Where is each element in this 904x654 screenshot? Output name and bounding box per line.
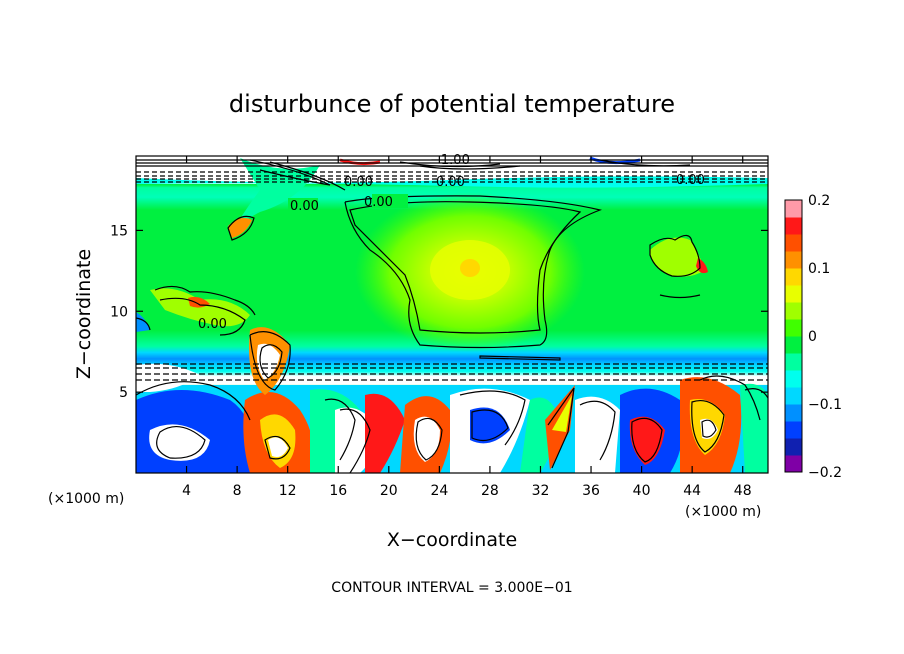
colorbar-swatch xyxy=(785,336,802,354)
colorbar-tick-label: 0.2 xyxy=(808,193,830,209)
colorbar-swatch xyxy=(785,438,802,456)
contour-label-group: 0.00 0.00 0.00 0.00 0.00 0.00 −1.00 xyxy=(198,153,705,332)
colorbar-swatch xyxy=(785,319,802,337)
colorbar-swatch xyxy=(785,200,802,218)
x-unit-left: (×1000 m) xyxy=(48,491,124,507)
colorbar-swatch xyxy=(785,251,802,269)
y-axis: 5 10 15 xyxy=(110,223,768,401)
plot-frame xyxy=(135,155,769,474)
contour-interval-note: CONTOUR INTERVAL = 3.000E−01 xyxy=(331,580,572,596)
colorbar-swatch xyxy=(785,353,802,371)
x-unit-right: (×1000 m) xyxy=(685,504,761,520)
x-tick-label: 8 xyxy=(233,483,242,499)
colorbar-swatch xyxy=(785,421,802,439)
y-tick-label: 5 xyxy=(119,385,128,401)
colorbar-tick-label: −0.2 xyxy=(808,465,842,481)
colorbar xyxy=(784,199,803,473)
y-axis-label: Z−coordinate xyxy=(73,249,95,379)
contour-label: 0.00 xyxy=(436,175,465,190)
x-tick-label: 12 xyxy=(279,483,297,499)
x-tick-label: 48 xyxy=(734,483,752,499)
colorbar-swatch xyxy=(785,370,802,388)
colorbar-tick-label: −0.1 xyxy=(808,397,842,413)
y-tick-label: 15 xyxy=(110,223,128,239)
contour-label: 0.00 xyxy=(198,317,227,332)
y-tick-label: 10 xyxy=(110,304,128,320)
colorbar-swatch xyxy=(785,268,802,286)
x-tick-label: 44 xyxy=(683,483,701,499)
contour-label: 0.00 xyxy=(344,175,373,190)
contour-label: 0.00 xyxy=(290,199,319,214)
colorbar-swatch xyxy=(785,455,802,473)
x-tick-label: 32 xyxy=(532,483,550,499)
contour-label: 0.00 xyxy=(676,173,705,188)
colorbar-tick-label: 0.1 xyxy=(808,261,830,277)
colorbar-swatch xyxy=(785,285,802,303)
colorbar-swatch xyxy=(785,302,802,320)
colorbar-ticks: 0.2 0.1 0 −0.1 −0.2 xyxy=(808,193,842,481)
x-tick-label: 20 xyxy=(380,483,398,499)
x-tick-label: 28 xyxy=(481,483,499,499)
x-tick-label: 4 xyxy=(182,483,191,499)
x-tick-label: 24 xyxy=(430,483,448,499)
colorbar-swatch xyxy=(785,217,802,235)
colorbar-frame xyxy=(784,199,803,473)
heatmap-field xyxy=(136,156,768,473)
x-tick-label: 16 xyxy=(329,483,347,499)
x-tick-label: 40 xyxy=(633,483,651,499)
colorbar-swatch xyxy=(785,234,802,252)
colorbar-swatch xyxy=(785,404,802,422)
x-axis-label: X−coordinate xyxy=(387,529,517,551)
colorbar-tick-label: 0 xyxy=(808,329,817,345)
contour-label: −1.00 xyxy=(430,153,470,168)
contour-label: 0.00 xyxy=(364,195,393,210)
chart-title: disturbunce of potential temperature xyxy=(229,90,675,118)
x-axis: 4 8 12 16 20 24 28 32 36 40 44 48 xyxy=(182,156,752,499)
colorbar-swatch xyxy=(785,387,802,405)
contour-lines xyxy=(136,159,768,473)
x-tick-label: 36 xyxy=(582,483,600,499)
